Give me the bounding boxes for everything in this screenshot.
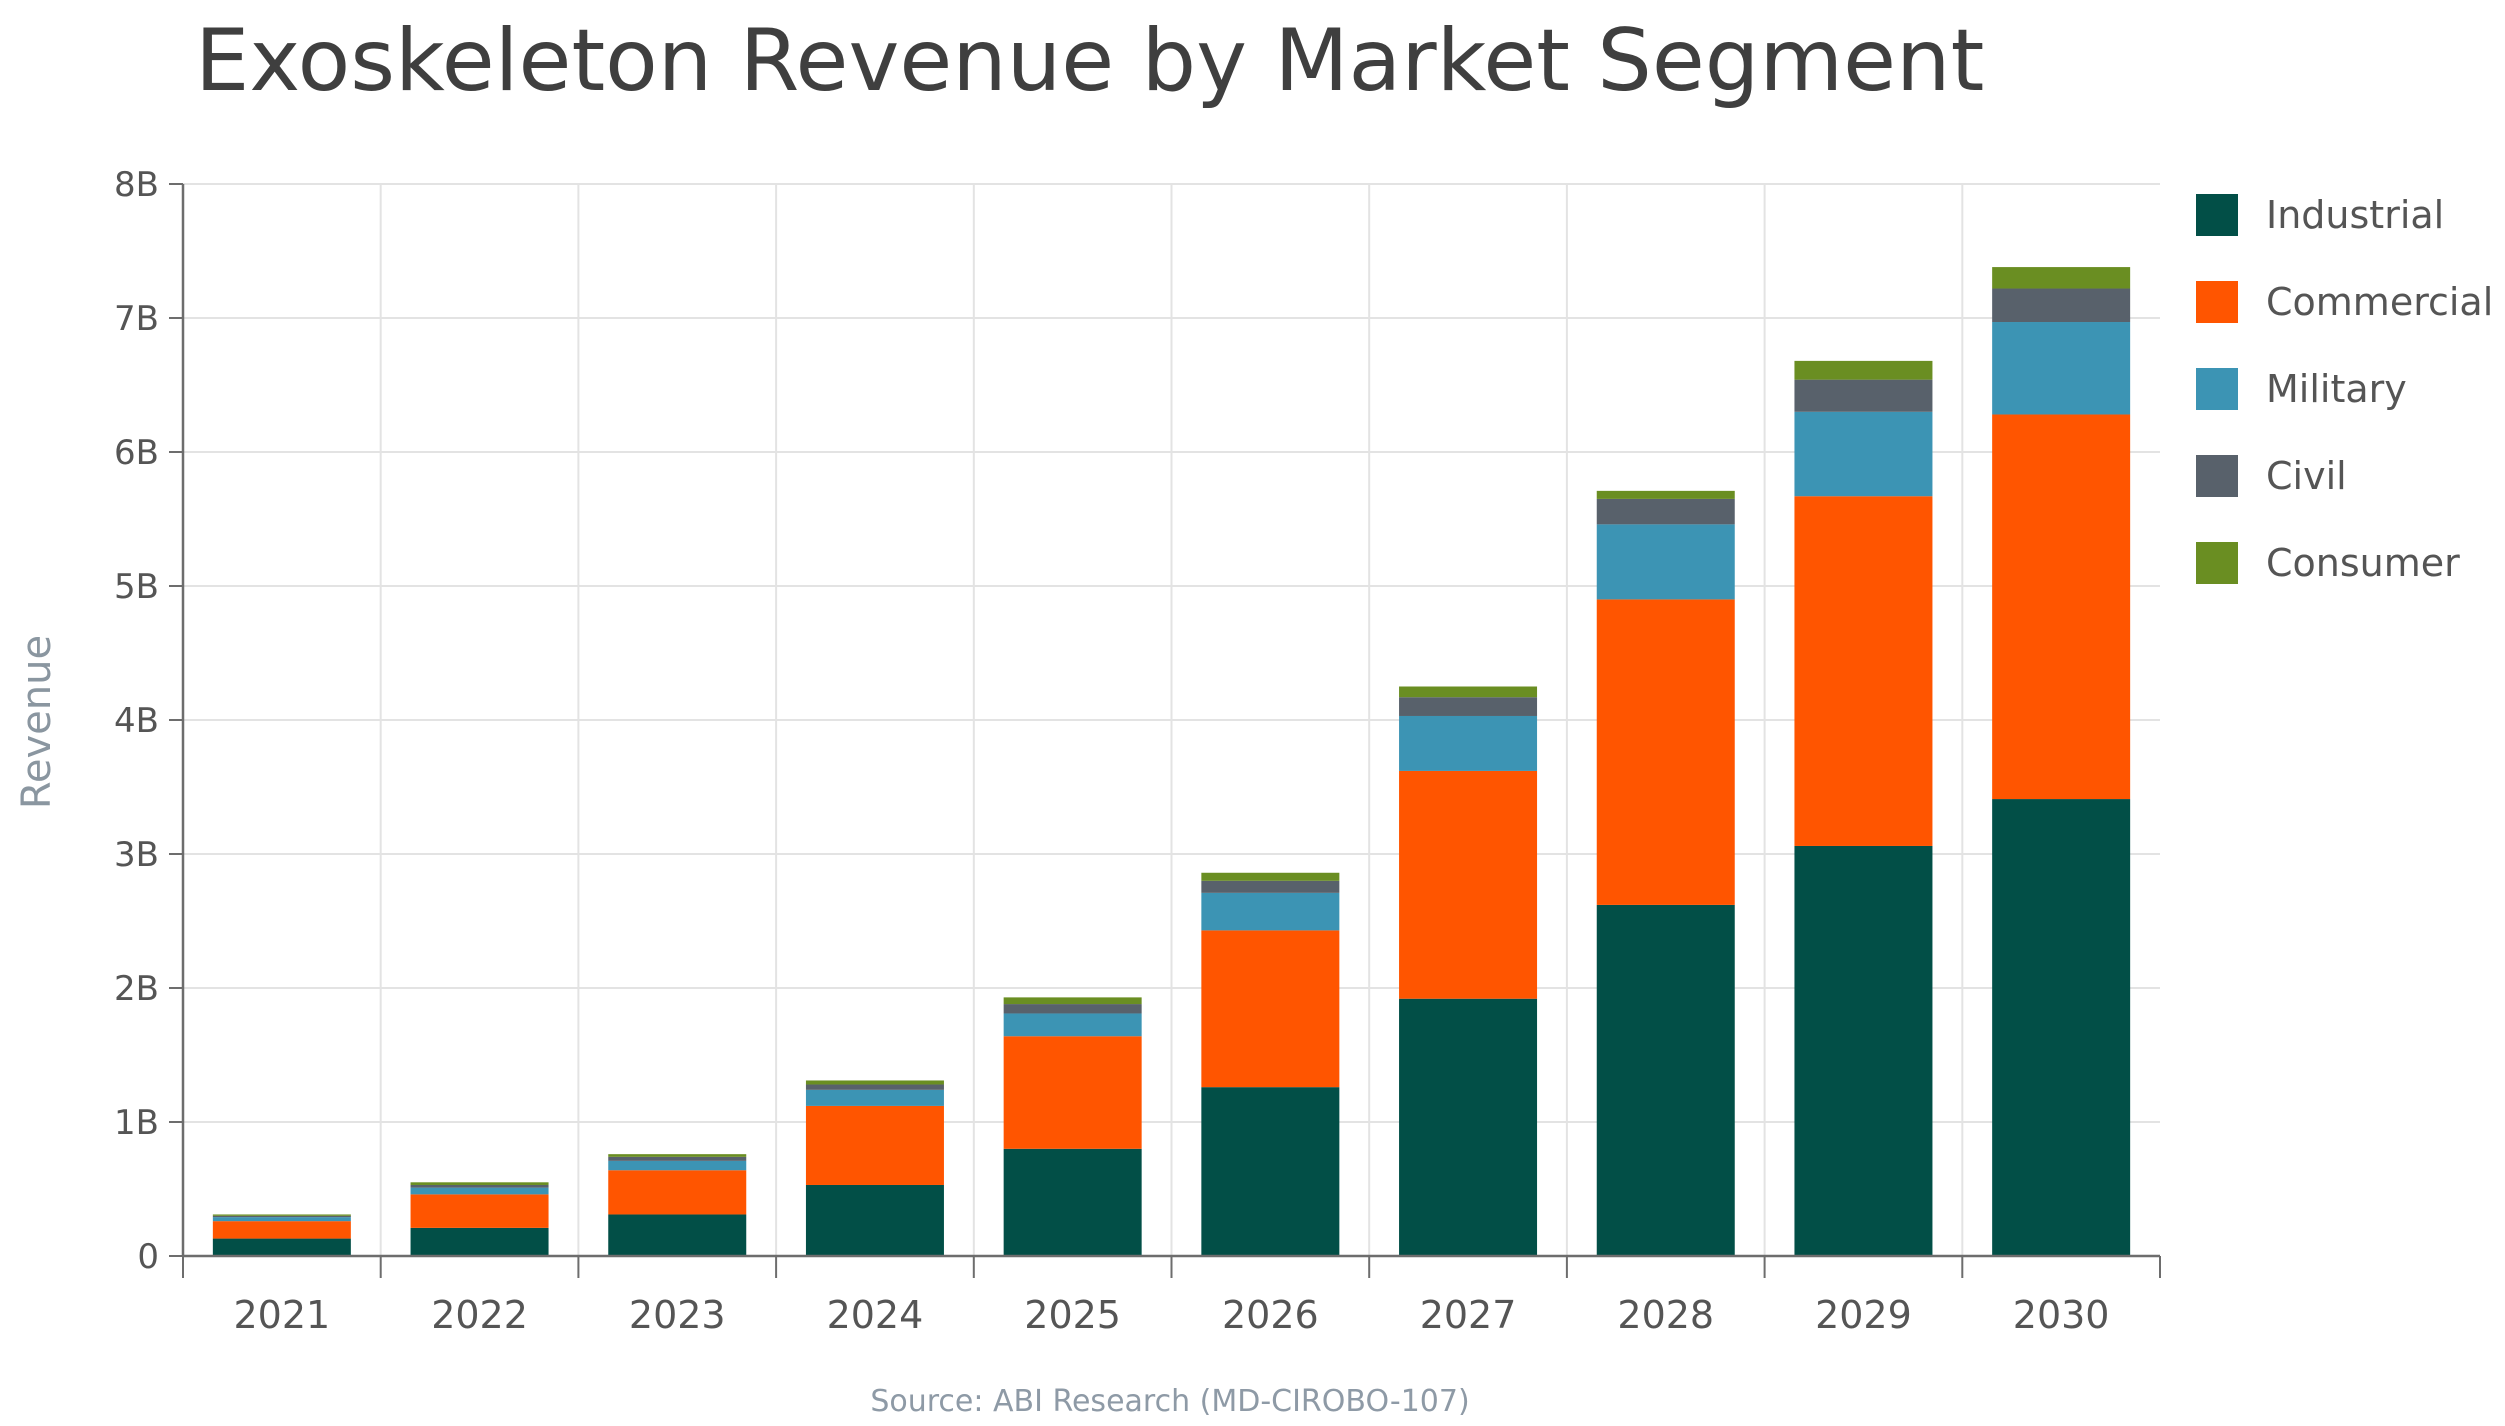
bar-military-2025 <box>1003 1013 1142 1037</box>
bar-consumer-2028 <box>1596 490 1735 499</box>
bar-industrial-2027 <box>1399 998 1538 1256</box>
source-note: Source: ABI Research (MD-CIROBO-107) <box>870 1384 1469 1419</box>
x-tick-label: 2030 <box>2013 1293 2110 1337</box>
y-tick-label: 5B <box>114 567 159 607</box>
y-tick-label: 4B <box>114 701 159 741</box>
y-tick-label: 8B <box>114 165 159 205</box>
bar-industrial-2029 <box>1794 845 1933 1256</box>
bar-civil-2026 <box>1201 880 1340 893</box>
legend-label-commercial: Commercial <box>2266 280 2493 324</box>
bar-commercial-2027 <box>1399 770 1538 999</box>
bar-commercial-2022 <box>410 1194 549 1228</box>
x-tick-label: 2026 <box>1222 1293 1319 1337</box>
x-tick-label: 2023 <box>629 1293 726 1337</box>
bar-industrial-2025 <box>1003 1148 1142 1256</box>
bar-commercial-2026 <box>1201 930 1340 1088</box>
bar-civil-2021 <box>212 1215 351 1218</box>
bar-industrial-2024 <box>805 1184 944 1256</box>
bar-industrial-2026 <box>1201 1087 1340 1256</box>
bars-layer <box>212 267 2131 1256</box>
legend-swatch-consumer <box>2196 542 2238 584</box>
bar-industrial-2030 <box>1992 799 2131 1256</box>
bar-consumer-2030 <box>1992 267 2131 289</box>
bar-industrial-2022 <box>410 1227 549 1256</box>
bar-military-2029 <box>1794 411 1933 497</box>
bar-military-2030 <box>1992 322 2131 415</box>
bar-civil-2030 <box>1992 288 2131 323</box>
chart-title: Exoskeleton Revenue by Market Segment <box>195 11 1984 111</box>
bar-commercial-2030 <box>1992 414 2131 800</box>
y-tick-label: 6B <box>114 433 159 473</box>
x-tick-label: 2028 <box>1617 1293 1714 1337</box>
y-tick-label: 0 <box>137 1237 159 1277</box>
y-axis-title: Revenue <box>14 635 60 809</box>
legend-label-consumer: Consumer <box>2266 541 2460 585</box>
x-tick-label: 2024 <box>827 1293 924 1337</box>
x-tick-label: 2021 <box>233 1293 330 1337</box>
bar-military-2027 <box>1399 715 1538 771</box>
x-tick-label: 2029 <box>1815 1293 1912 1337</box>
bar-military-2024 <box>805 1089 944 1106</box>
bar-consumer-2029 <box>1794 360 1933 380</box>
bar-civil-2025 <box>1003 1004 1142 1014</box>
grid-layer <box>183 183 2160 1256</box>
y-tick-label: 7B <box>114 299 159 339</box>
bar-civil-2027 <box>1399 697 1538 716</box>
y-tick-label: 1B <box>114 1103 159 1143</box>
y-tick-label: 2B <box>114 969 159 1009</box>
legend: Industrial Commercial Military Civil Consume… <box>2196 193 2493 585</box>
bar-commercial-2021 <box>212 1221 351 1239</box>
bar-industrial-2028 <box>1596 904 1735 1256</box>
bar-consumer-2027 <box>1399 686 1538 698</box>
bar-military-2022 <box>410 1187 549 1195</box>
legend-label-industrial: Industrial <box>2266 193 2444 237</box>
bar-consumer-2023 <box>608 1154 747 1157</box>
bar-commercial-2023 <box>608 1170 747 1215</box>
bar-industrial-2023 <box>608 1214 747 1256</box>
bar-civil-2028 <box>1596 498 1735 525</box>
bar-commercial-2024 <box>805 1105 944 1185</box>
bar-civil-2024 <box>805 1084 944 1090</box>
bar-civil-2023 <box>608 1156 747 1161</box>
legend-swatch-commercial <box>2196 281 2238 323</box>
bar-commercial-2025 <box>1003 1036 1142 1149</box>
x-tick-label: 2027 <box>1420 1293 1517 1337</box>
legend-swatch-military <box>2196 368 2238 410</box>
bar-consumer-2021 <box>212 1214 351 1216</box>
legend-swatch-civil <box>2196 455 2238 497</box>
y-tick-label: 3B <box>114 835 159 875</box>
bar-commercial-2028 <box>1596 599 1735 905</box>
bar-consumer-2025 <box>1003 997 1142 1005</box>
legend-label-military: Military <box>2266 367 2407 411</box>
bar-civil-2022 <box>410 1184 549 1188</box>
axes-layer: 0 1B 2B 3B 4B 5B 6B 7B 8B 2021 2022 2023 2024 2025 202… <box>114 165 2161 1337</box>
bar-civil-2029 <box>1794 379 1933 412</box>
bar-industrial-2021 <box>212 1238 351 1256</box>
bar-consumer-2022 <box>410 1182 549 1185</box>
bar-military-2021 <box>212 1217 351 1222</box>
legend-swatch-industrial <box>2196 194 2238 236</box>
legend-label-civil: Civil <box>2266 454 2347 498</box>
bar-military-2023 <box>608 1160 747 1171</box>
bar-consumer-2024 <box>805 1080 944 1085</box>
bar-military-2028 <box>1596 524 1735 600</box>
bar-commercial-2029 <box>1794 496 1933 846</box>
x-tick-label: 2022 <box>431 1293 528 1337</box>
bar-military-2026 <box>1201 892 1340 931</box>
x-tick-label: 2025 <box>1024 1293 1121 1337</box>
bar-consumer-2026 <box>1201 872 1340 881</box>
